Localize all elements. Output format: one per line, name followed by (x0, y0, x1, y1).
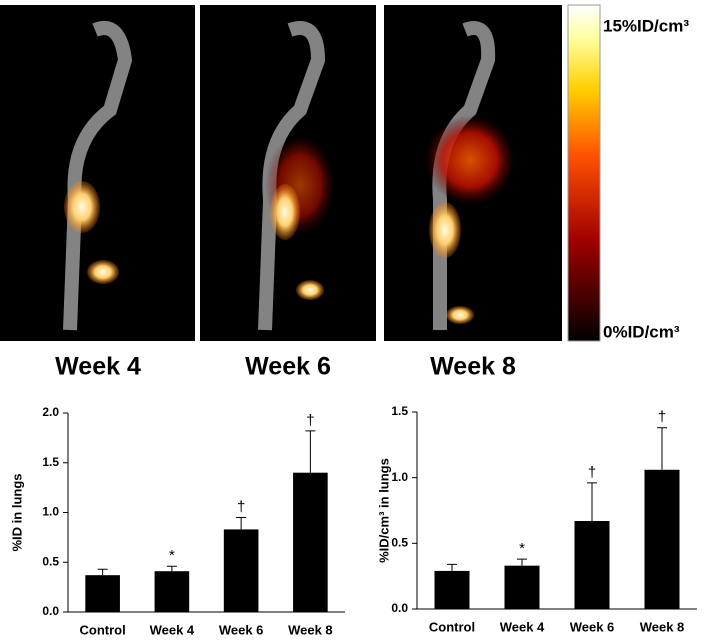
error-bar (97, 568, 108, 576)
x-tick-label: Week 4 (500, 619, 545, 634)
y-tick-label: 1.0 (42, 505, 59, 519)
x-tick-label: Week 4 (150, 622, 195, 637)
panel-label: Week 6 (245, 353, 331, 381)
x-tick-label: Week 6 (219, 622, 264, 637)
x-tick-label: Control (80, 622, 126, 637)
bar (293, 472, 328, 612)
significance-marker: † (588, 464, 596, 481)
x-tick-label: Week 8 (288, 622, 333, 637)
bar (574, 521, 610, 609)
panel-label: Week 8 (430, 353, 516, 381)
y-tick-label: 1.5 (391, 404, 408, 418)
image-panel (200, 5, 376, 341)
bar (154, 571, 190, 612)
colorbar-max-label: 15%ID/cm³ (603, 16, 689, 35)
significance-marker: † (237, 498, 245, 515)
x-tick-label: Week 6 (570, 619, 615, 634)
y-tick-label: 0.0 (391, 601, 408, 615)
error-bar (305, 430, 316, 473)
image-panel (384, 5, 562, 341)
error-bar (657, 427, 667, 470)
y-tick-label: 0.5 (391, 536, 408, 550)
y-axis-label: %ID in lungs (9, 474, 24, 552)
bar (644, 469, 680, 609)
significance-marker: † (658, 409, 666, 426)
error-bar (236, 516, 247, 530)
bar (85, 575, 120, 612)
significance-marker: † (306, 412, 314, 429)
error-bar (447, 563, 457, 571)
image-panel (0, 5, 195, 341)
x-tick-label: Control (429, 619, 475, 634)
y-tick-label: 1.0 (391, 470, 408, 484)
y-axis-label: %ID/cm³ in lungs (376, 458, 391, 563)
colorbar (567, 4, 601, 342)
bar (504, 565, 540, 609)
y-tick-label: 0.0 (42, 604, 59, 618)
y-tick-label: 2.0 (42, 405, 59, 419)
y-tick-label: 0.5 (42, 554, 59, 568)
panel-label: Week 4 (55, 353, 141, 381)
bar (434, 570, 470, 609)
y-tick-label: 1.5 (42, 455, 59, 469)
significance-marker: * (519, 540, 525, 557)
error-bar (166, 565, 177, 572)
error-bar (517, 558, 527, 566)
bar (223, 529, 259, 612)
significance-marker: * (169, 547, 175, 564)
error-bar (587, 482, 597, 522)
colorbar-min-label: 0%ID/cm³ (603, 322, 680, 341)
x-tick-label: Week 8 (640, 619, 685, 634)
